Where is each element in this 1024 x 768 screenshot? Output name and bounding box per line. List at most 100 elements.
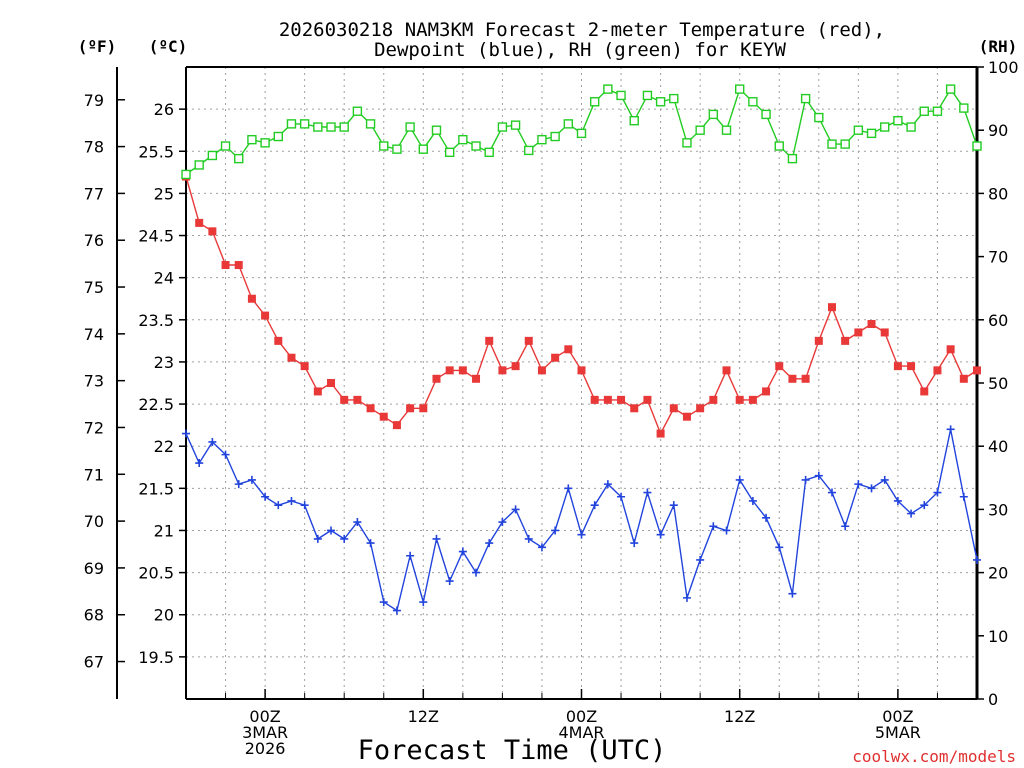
dewpoint-point <box>261 492 270 501</box>
dewpoint-point <box>854 480 863 489</box>
rh-point <box>286 119 297 129</box>
rh-point <box>945 84 956 94</box>
rh-point <box>497 122 508 132</box>
rh-point <box>563 119 574 129</box>
rh-point <box>510 120 521 130</box>
rh-point <box>352 106 363 116</box>
temperature-point <box>379 412 388 421</box>
rh-point <box>972 141 982 151</box>
dewpoint-point <box>234 480 243 489</box>
rh-point <box>194 160 204 170</box>
rh-point <box>576 128 587 139</box>
rh-point <box>761 109 771 120</box>
dewpoint-point <box>406 551 415 560</box>
temperature-point <box>261 311 270 320</box>
credit-text: coolwx.com/models <box>852 747 1016 766</box>
temperature-point <box>366 404 375 413</box>
temperature-point <box>709 395 718 404</box>
dewpoint-point <box>327 526 336 535</box>
dewpoint-point <box>907 509 916 518</box>
temperature-point <box>234 261 243 270</box>
rh-tick-label: 70 <box>988 248 1008 267</box>
dewpoint-point <box>195 459 204 468</box>
x-tick-label: 00Z <box>882 707 913 726</box>
grid-lines <box>186 67 977 699</box>
dewpoint-point <box>511 505 520 514</box>
rh-point <box>484 147 494 158</box>
dewpoint-point <box>221 450 230 459</box>
dewpoint-point <box>340 534 349 543</box>
rh-tick-label: 90 <box>988 121 1008 140</box>
rh-point <box>603 84 613 94</box>
fahrenheit-tick-label: 76 <box>84 231 104 250</box>
temperature-point <box>617 395 626 404</box>
rh-point <box>471 141 481 151</box>
rh-point <box>959 103 969 113</box>
temperature-point <box>577 366 586 375</box>
rh-point <box>299 119 310 129</box>
series-temperature <box>182 172 981 438</box>
rh-point <box>418 144 428 154</box>
dewpoint-point <box>973 555 981 564</box>
temperature-point <box>313 387 322 396</box>
rh-tick-label: 100 <box>988 58 1019 77</box>
dewpoint-point <box>880 475 889 484</box>
dewpoint-point <box>946 425 955 434</box>
rh-unit-label: (RH) <box>979 37 1018 56</box>
celsius-tick-label: 25 <box>154 184 174 203</box>
rh-point <box>774 141 784 151</box>
rh-point <box>853 125 864 135</box>
dewpoint-point <box>933 488 942 497</box>
temperature-point <box>814 336 823 345</box>
celsius-tick-label: 22.5 <box>138 395 174 414</box>
rh-point <box>642 90 653 101</box>
temperature-point <box>973 366 981 375</box>
rh-tick-label: 20 <box>988 564 1008 583</box>
rh-point <box>893 116 903 126</box>
dewpoint-point <box>788 589 797 598</box>
temperature-point <box>524 336 533 345</box>
dewpoint-point <box>392 606 401 615</box>
rh-point <box>827 139 837 149</box>
dewpoint-point <box>551 526 560 535</box>
fahrenheit-tick-label: 79 <box>84 91 104 110</box>
temperature-point <box>406 404 415 413</box>
rh-point <box>458 134 468 145</box>
rh-point <box>906 122 916 132</box>
rh-point <box>682 138 692 148</box>
temperature-point <box>247 294 256 303</box>
dewpoint-point <box>274 501 283 510</box>
fahrenheit-tick-label: 74 <box>84 325 104 344</box>
dewpoint-point <box>590 501 599 510</box>
fahrenheit-unit-label: (ºF) <box>78 37 117 56</box>
temperature-point <box>775 362 784 371</box>
temperature-point <box>498 366 507 375</box>
rh-point <box>234 153 244 164</box>
dewpoint-point <box>208 437 217 446</box>
celsius-tick-label: 26 <box>154 100 174 119</box>
dewpoint-point <box>669 501 678 510</box>
celsius-tick-label: 19.5 <box>138 648 174 667</box>
fahrenheit-tick-label: 71 <box>84 465 104 484</box>
celsius-tick-label: 20 <box>154 606 174 625</box>
rh-point <box>339 122 349 132</box>
x-tick-label: 12Z <box>408 707 439 726</box>
dewpoint-point <box>801 475 810 484</box>
rh-point <box>379 141 389 151</box>
dewpoint-point <box>630 539 639 548</box>
dewpoint-point <box>287 496 296 505</box>
temperature-point <box>669 404 678 413</box>
dewpoint-point <box>959 492 968 501</box>
dewpoint-point <box>379 598 388 607</box>
dewpoint-point <box>366 539 375 548</box>
celsius-tick-label: 22 <box>154 437 174 456</box>
temperature-point <box>762 387 771 396</box>
x-tick-label: 3MAR <box>242 723 288 742</box>
temperature-point <box>300 362 309 371</box>
rh-point <box>655 97 666 107</box>
rh-point <box>589 97 600 107</box>
rh-point <box>273 131 283 142</box>
dewpoint-point <box>775 543 784 552</box>
dewpoint-point <box>643 488 652 497</box>
fahrenheit-tick-label: 72 <box>84 418 104 437</box>
